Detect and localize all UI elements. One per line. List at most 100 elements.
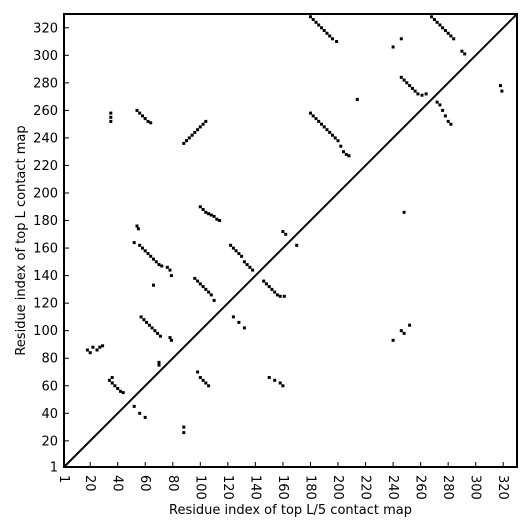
contact-point (438, 103, 442, 107)
y-tick-label: 200 (33, 186, 58, 201)
contact-point (347, 154, 351, 158)
contact-point (198, 282, 202, 286)
contact-point (149, 121, 153, 125)
contact-point (207, 212, 211, 216)
contact-point (160, 264, 164, 268)
x-tick-label: 20 (82, 475, 97, 492)
contact-point (320, 26, 323, 30)
y-tick-label: 300 (33, 49, 58, 64)
y-tick-label: 1 (50, 461, 58, 476)
contact-point (190, 133, 194, 137)
contact-point (215, 217, 219, 221)
contact-point (201, 122, 205, 126)
contact-point (152, 283, 155, 287)
contact-point (335, 40, 339, 43)
contact-point (446, 31, 450, 35)
contact-point (435, 100, 439, 104)
contact-point (328, 34, 332, 38)
contact-point (499, 84, 502, 88)
x-axis-label: Residue index of top L/5 contact map (169, 503, 412, 518)
y-axis: 1204060801001201401601802002202402602803… (33, 21, 69, 476)
contact-point (169, 338, 173, 342)
contact-point (157, 360, 161, 364)
contact-point (333, 136, 337, 140)
contact-point (314, 117, 318, 121)
contact-point (336, 139, 340, 143)
contact-point (270, 287, 274, 291)
contact-point (143, 249, 147, 253)
contact-point (402, 78, 406, 82)
contact-point (413, 89, 417, 93)
contact-point (141, 246, 144, 250)
contact-point (234, 249, 238, 253)
contact-point (196, 128, 200, 132)
x-tick-label: 260 (413, 475, 428, 500)
contact-point (193, 130, 197, 134)
contact-point (432, 18, 436, 21)
x-tick-label: 220 (358, 475, 373, 500)
x-tick-label: 100 (192, 475, 207, 500)
contact-point (169, 274, 173, 278)
y-tick-label: 20 (41, 434, 58, 449)
y-axis-label: Residue index of top L contact map (14, 125, 29, 355)
x-tick-label: 200 (330, 475, 345, 500)
x-tick-label: 120 (220, 475, 235, 500)
contact-point (182, 425, 186, 429)
contact-point (209, 293, 213, 297)
contact-point (391, 338, 395, 342)
contact-point (240, 254, 244, 258)
y-tick-label: 260 (33, 104, 58, 119)
contact-point (460, 49, 464, 53)
contact-point (328, 130, 332, 134)
contact-point (251, 268, 255, 272)
contact-point (85, 348, 89, 352)
contact-point (399, 37, 403, 41)
contact-point (147, 323, 151, 327)
contact-point (207, 290, 211, 294)
contact-point (309, 111, 312, 115)
contact-point (245, 263, 249, 267)
contact-point (267, 285, 271, 289)
contact-point (207, 384, 211, 388)
contact-point (182, 431, 186, 435)
x-tick-label: 40 (110, 475, 125, 492)
x-tick-label: 1 (56, 475, 71, 483)
contact-point (282, 294, 286, 298)
contact-point (157, 363, 161, 367)
contact-point (331, 133, 334, 137)
x-tick-label: 320 (495, 475, 510, 500)
contact-point (109, 119, 113, 123)
contact-point (132, 241, 136, 245)
y-tick-label: 100 (33, 324, 58, 339)
contact-point (430, 15, 434, 19)
contact-point (101, 344, 105, 348)
contact-point (143, 117, 147, 121)
contact-point (264, 282, 268, 286)
contact-point (139, 315, 143, 319)
contact-point (284, 232, 288, 236)
contact-point (116, 387, 120, 390)
contact-point (443, 29, 447, 32)
y-tick-label: 40 (41, 407, 58, 422)
contact-point (295, 243, 299, 247)
contact-point (198, 125, 202, 129)
y-tick-label: 240 (33, 131, 58, 146)
contact-point (113, 384, 117, 388)
contact-point (278, 294, 282, 298)
contact-point (149, 254, 153, 258)
contact-point (138, 411, 142, 415)
contact-point (391, 45, 395, 49)
contact-point (153, 329, 157, 333)
contact-point (141, 114, 144, 118)
contact-point (281, 384, 285, 388)
contact-point (107, 378, 111, 382)
contact-point (278, 381, 282, 385)
contact-point (119, 389, 122, 393)
contact-point (193, 276, 197, 280)
contact-point (424, 92, 428, 96)
contact-point (110, 376, 114, 379)
contact-point (399, 75, 403, 79)
contact-point (196, 279, 200, 283)
contact-point (198, 205, 202, 209)
contact-point (452, 37, 456, 41)
